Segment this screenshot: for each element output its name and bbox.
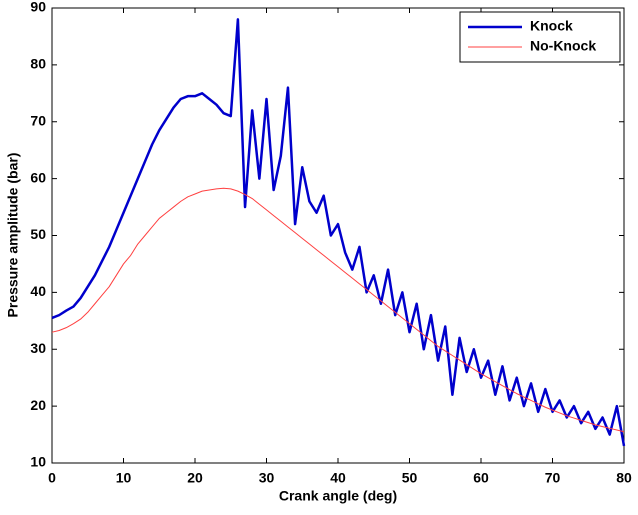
y-tick-label: 40 — [30, 283, 46, 299]
x-tick-label: 0 — [48, 470, 56, 486]
x-tick-label: 30 — [259, 470, 275, 486]
y-tick-label: 70 — [30, 112, 46, 128]
y-tick-label: 10 — [30, 454, 46, 470]
x-tick-label: 80 — [616, 470, 632, 486]
x-tick-label: 10 — [116, 470, 132, 486]
x-tick-label: 20 — [187, 470, 203, 486]
y-tick-label: 80 — [30, 56, 46, 72]
legend-label: Knock — [530, 18, 573, 34]
x-tick-label: 70 — [545, 470, 561, 486]
x-axis-label: Crank angle (deg) — [279, 488, 397, 504]
x-tick-label: 60 — [473, 470, 489, 486]
series-line — [51, 187, 625, 433]
y-axis-label: Pressure amplitude (bar) — [5, 153, 21, 318]
legend-label: No-Knock — [530, 38, 596, 54]
y-tick-label: 90 — [30, 0, 46, 15]
y-tick-label: 30 — [30, 340, 46, 356]
y-tick-label: 20 — [30, 397, 46, 413]
x-tick-label: 40 — [330, 470, 346, 486]
plot-area — [51, 7, 625, 464]
y-tick-label: 50 — [30, 226, 46, 242]
legend-box — [459, 11, 621, 63]
x-tick-label: 50 — [402, 470, 418, 486]
y-tick-label: 60 — [30, 169, 46, 185]
series-line — [51, 18, 626, 447]
